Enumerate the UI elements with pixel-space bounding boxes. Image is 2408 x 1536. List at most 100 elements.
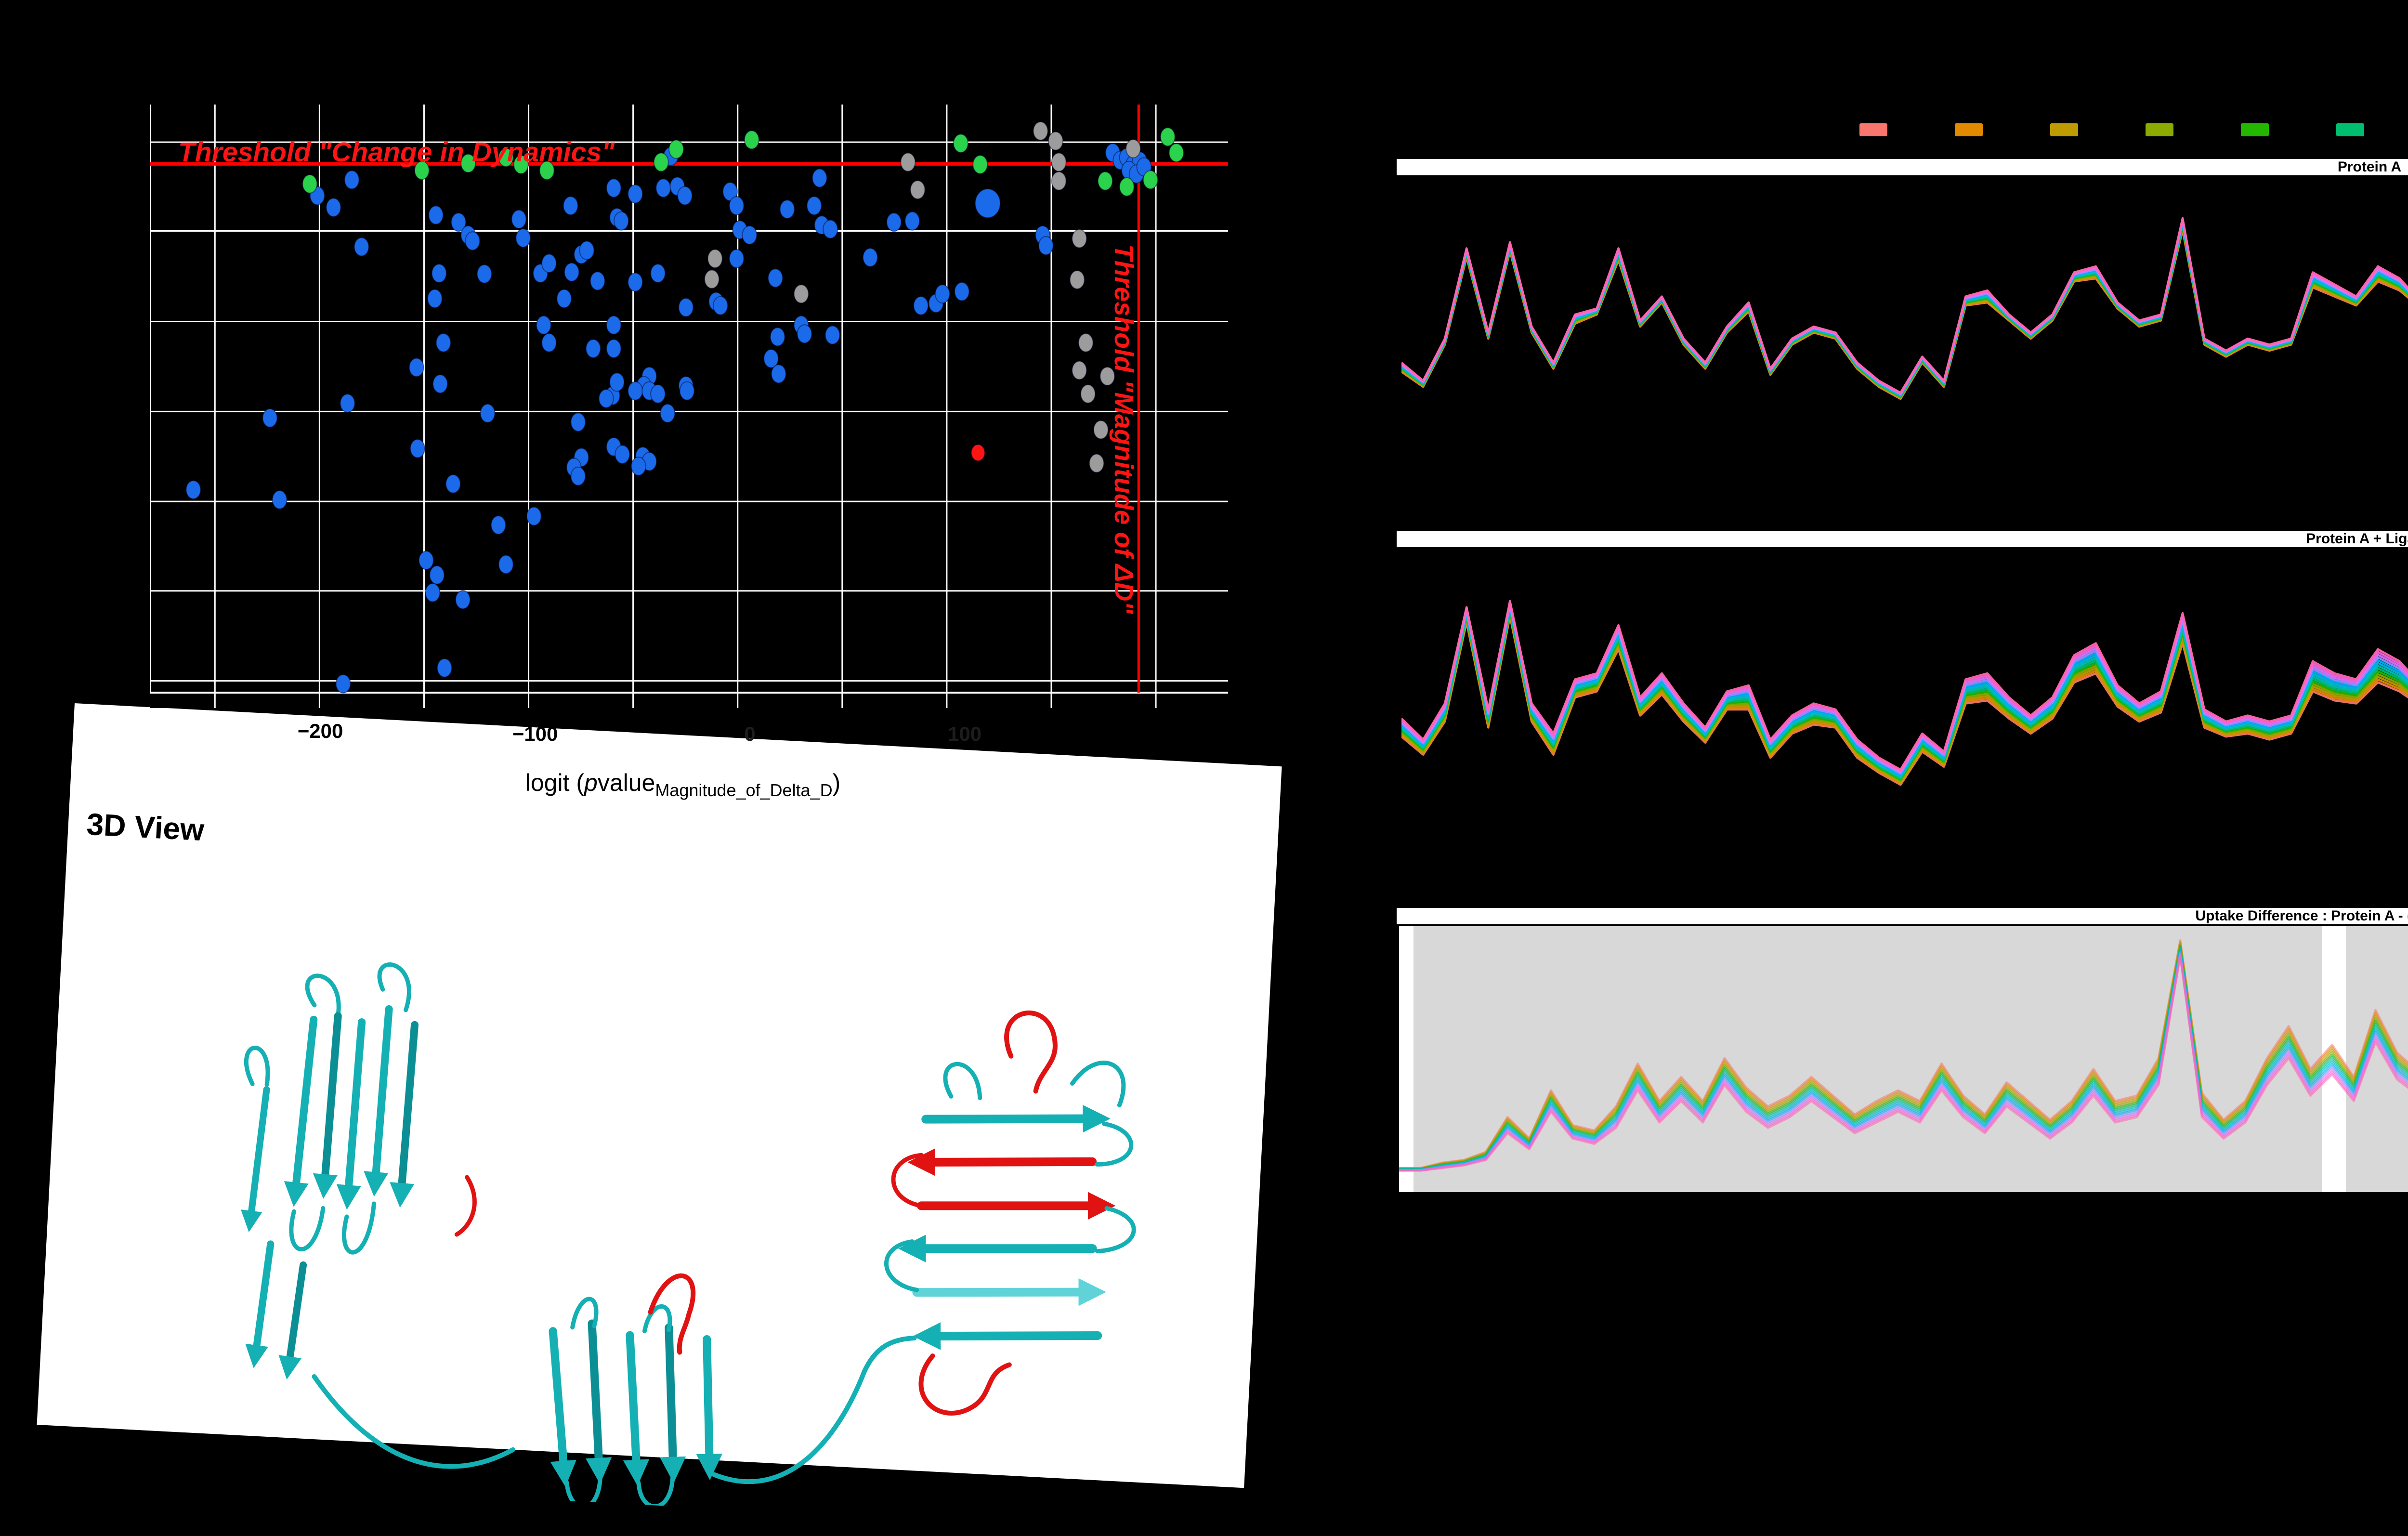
scatter-point[interactable] (974, 188, 1001, 219)
scatter-point[interactable] (1051, 171, 1067, 191)
scatter-point[interactable] (563, 196, 578, 216)
scatter-point[interactable] (1078, 333, 1094, 353)
scatter-point[interactable] (480, 404, 496, 423)
scatter-point[interactable] (628, 381, 643, 401)
scatter-point[interactable] (427, 289, 443, 308)
scatter-point[interactable] (615, 445, 630, 464)
scatter-point[interactable] (1119, 177, 1135, 197)
scatter-point[interactable] (1047, 131, 1063, 151)
scatter-point[interactable] (455, 590, 471, 610)
scatter-point[interactable] (970, 444, 985, 461)
scatter-point[interactable] (722, 182, 738, 201)
legend-swatch-timepoint-6[interactable] (2336, 123, 2364, 136)
scatter-point[interactable] (414, 160, 430, 180)
scatter-point[interactable] (913, 296, 929, 315)
uptake-trace-timepoint-4[interactable] (1399, 943, 2408, 1171)
scatter-point[interactable] (1160, 127, 1176, 147)
scatter-point[interactable] (589, 271, 605, 291)
scatter-point[interactable] (425, 583, 441, 603)
scatter-point[interactable] (609, 372, 625, 392)
scatter-point[interactable] (1125, 139, 1141, 158)
scatter-point[interactable] (1168, 143, 1184, 163)
scatter-point[interactable] (953, 133, 968, 153)
uptake-trace-timepoint-11[interactable] (1399, 952, 2408, 1173)
uptake-trace-timepoint-1[interactable] (1401, 218, 2408, 426)
scatter-point[interactable] (515, 228, 531, 248)
scatter-point[interactable] (429, 565, 445, 585)
uptake-difference-canvas[interactable] (1399, 924, 2408, 1192)
scatter-point[interactable] (806, 196, 822, 216)
scatter-point[interactable] (262, 408, 278, 428)
scatter-point[interactable] (1093, 420, 1109, 440)
scatter-point[interactable] (934, 284, 950, 304)
scatter-point[interactable] (628, 184, 643, 204)
legend-swatch-timepoint-4[interactable] (2146, 123, 2173, 136)
uptake-chart-protein-a[interactable] (1401, 182, 2408, 483)
uptake-trace-timepoint-2[interactable] (1401, 611, 2408, 785)
scatter-point[interactable] (763, 349, 779, 368)
scatter-point[interactable] (570, 466, 586, 486)
scatter-point[interactable] (650, 263, 666, 283)
uptake-trace-timepoint-7[interactable] (1399, 947, 2408, 1172)
scatter-point[interactable] (972, 155, 988, 174)
volcano-canvas[interactable] (150, 105, 1228, 708)
scatter-point[interactable] (910, 180, 926, 200)
scatter-point[interactable] (655, 178, 671, 198)
scatter-point[interactable] (628, 272, 643, 292)
scatter-point[interactable] (435, 333, 451, 353)
uptake-trace-timepoint-3[interactable] (1399, 942, 2408, 1171)
scatter-point[interactable] (302, 174, 318, 194)
scatter-point[interactable] (1051, 152, 1067, 172)
scatter-point[interactable] (541, 253, 557, 273)
scatter-point[interactable] (1038, 236, 1054, 256)
scatter-point[interactable] (811, 168, 827, 188)
scatter-point[interactable] (344, 170, 360, 190)
uptake-difference-chart[interactable] (1399, 924, 2408, 1192)
scatter-point[interactable] (539, 160, 555, 180)
scatter-point[interactable] (353, 237, 369, 257)
scatter-point[interactable] (679, 381, 695, 401)
scatter-point[interactable] (1142, 170, 1158, 190)
uptake-chart-protein-a-ligand[interactable] (1401, 553, 2408, 854)
scatter-point[interactable] (418, 551, 434, 570)
scatter-point[interactable] (660, 404, 676, 423)
scatter-point[interactable] (570, 412, 586, 432)
scatter-point[interactable] (498, 147, 514, 167)
scatter-point[interactable] (1097, 171, 1113, 191)
uptake-trace-timepoint-13[interactable] (1401, 200, 2408, 394)
scatter-point[interactable] (598, 389, 614, 408)
scatter-point[interactable] (729, 249, 745, 268)
scatter-point[interactable] (779, 199, 795, 219)
uptake-trace-timepoint-12[interactable] (1399, 954, 2408, 1173)
scatter-point[interactable] (770, 327, 785, 347)
uptake-trace-timepoint-3[interactable] (1401, 215, 2408, 407)
scatter-point[interactable] (630, 456, 646, 476)
scatter-point[interactable] (460, 154, 476, 173)
scatter-point[interactable] (677, 186, 693, 206)
scatter-point[interactable] (1072, 360, 1087, 380)
scatter-point[interactable] (410, 439, 426, 459)
uptake-trace-timepoint-5[interactable] (1399, 945, 2408, 1171)
legend-swatch-timepoint-1[interactable] (1859, 123, 1887, 136)
scatter-point[interactable] (564, 262, 580, 282)
scatter-point[interactable] (511, 210, 527, 229)
uptake-trace-timepoint-9[interactable] (1399, 950, 2408, 1173)
scatter-point[interactable] (704, 269, 720, 289)
scatter-point[interactable] (526, 506, 542, 526)
legend-swatch-timepoint-2[interactable] (1955, 123, 1983, 136)
scatter-point[interactable] (606, 339, 622, 358)
scatter-point[interactable] (954, 282, 970, 302)
legend-swatch-timepoint-3[interactable] (2050, 123, 2078, 136)
scatter-point[interactable] (541, 333, 557, 353)
scatter-point[interactable] (886, 212, 902, 232)
scatter-point[interactable] (1069, 270, 1085, 289)
uptake-trace-timepoint-13[interactable] (1401, 583, 2408, 771)
uptake-trace-timepoint-13[interactable] (1399, 955, 2408, 1173)
scatter-point[interactable] (408, 357, 424, 377)
uptake-trace-timepoint-1[interactable] (1401, 613, 2408, 786)
scatter-point[interactable] (862, 248, 878, 267)
scatter-point[interactable] (579, 240, 595, 260)
scatter-point[interactable] (536, 315, 551, 335)
scatter-point[interactable] (900, 152, 916, 172)
scatter-point[interactable] (823, 219, 838, 239)
